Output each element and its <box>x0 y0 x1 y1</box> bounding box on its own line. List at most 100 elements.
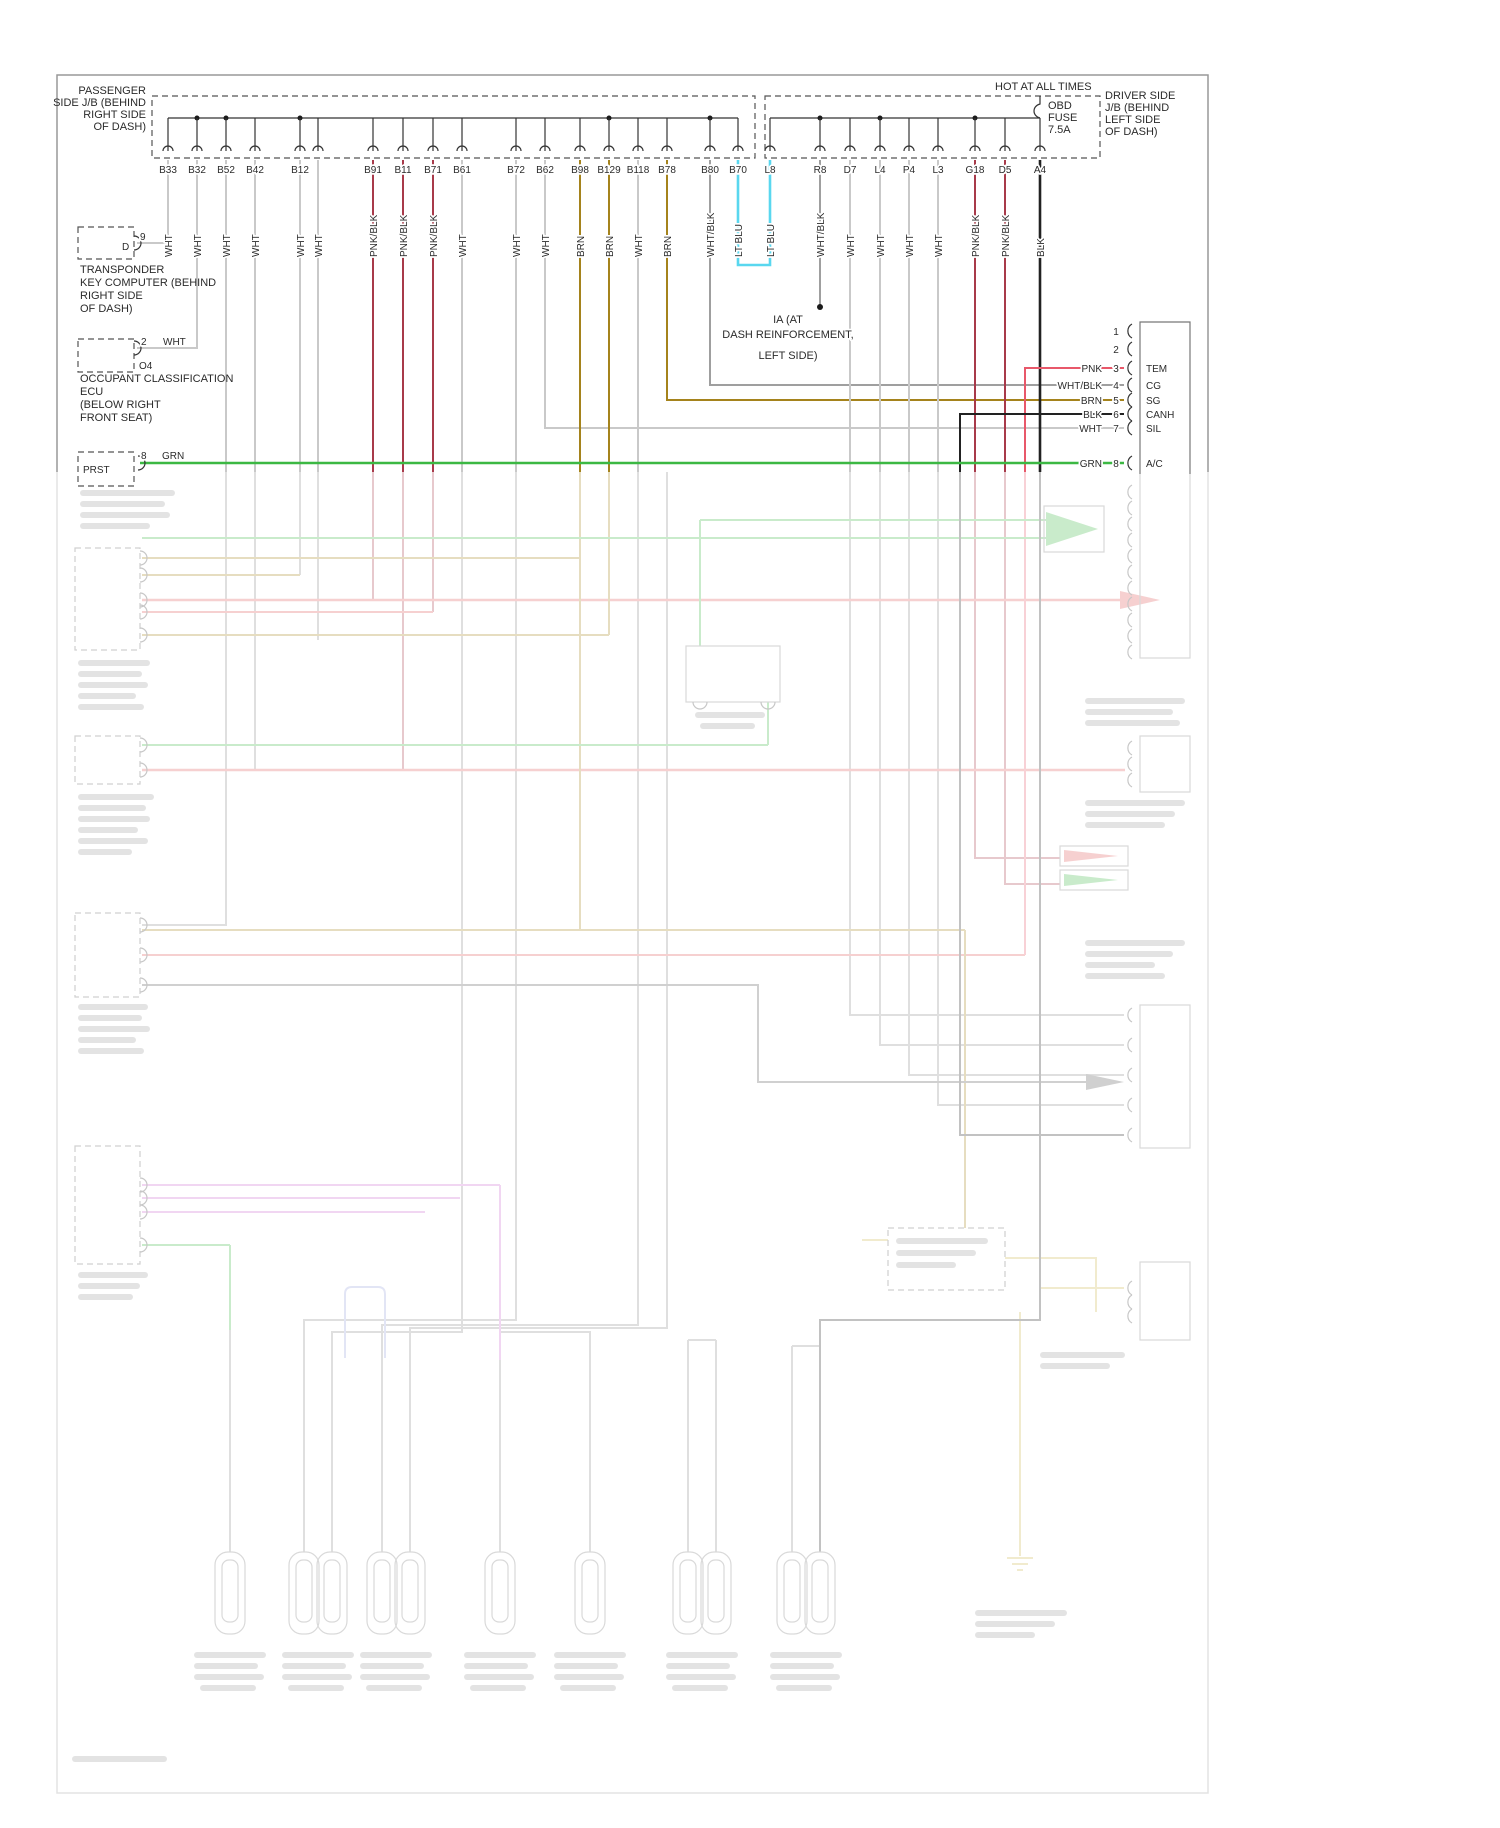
faded-lower-section <box>56 472 1209 1794</box>
occupant-classification-ecu: 2 WHT O4 OCCUPANT CLASSIFICATION ECU (BE… <box>77 335 233 424</box>
fuse-symbol <box>1033 96 1041 119</box>
occupant-ecu-name: (BELOW RIGHT <box>80 399 161 411</box>
jb-pin-label: B78 <box>658 165 676 176</box>
diagram-border-top <box>56 74 1209 472</box>
transponder-key-computer: D 9 TRANSPONDER KEY COMPUTER (BEHIND RIG… <box>77 226 216 315</box>
passenger-jb-box <box>151 95 756 159</box>
dlc3-wire-label: WHT <box>1079 424 1102 435</box>
wire-color-label: WHT/BLK <box>816 212 827 257</box>
bottom-connector <box>214 1551 246 1635</box>
bottom-connector <box>574 1551 606 1635</box>
wire-color-label: PNK/BLK <box>399 214 410 257</box>
bottom-connector <box>700 1551 732 1635</box>
occupant-ecu-box <box>77 338 135 373</box>
transponder-name: OF DASH) <box>80 303 133 315</box>
jb-bus <box>168 96 1041 121</box>
wire-color-label: BRN <box>663 236 674 257</box>
transponder-box <box>77 226 135 260</box>
wire-color-label: WHT <box>634 234 645 257</box>
dlc3-wire-label: GRN <box>1080 459 1102 470</box>
dlc3-wire-label: PNK <box>1081 364 1102 375</box>
passenger-jb-label: SIDE J/B (BEHIND <box>53 97 146 109</box>
jb-pin-label: B62 <box>536 165 554 176</box>
driver-jb-label: LEFT SIDE <box>1105 114 1160 126</box>
prst-box <box>77 451 135 487</box>
bottom-connector <box>672 1551 704 1635</box>
jb-pin-label: B70 <box>729 165 747 176</box>
wire-color-label: WHT <box>296 234 307 257</box>
driver-jb-pins: L8 LT BLU R8 WHT/BLK D7 WHT L4 WHT P4 WHT L3 WHT G18… <box>763 118 1049 259</box>
occupant-ecu-wire-label: WHT <box>163 337 186 348</box>
dlc3-connector: 1 2 3 PNK TEM 4 WHT/BLK CG 5 BRN SG 6 BLK CANH 7 WHT SIL… <box>1056 323 1174 472</box>
ground-ia: IA (AT DASH REINFORCEMENT, LEFT SIDE) <box>721 312 856 364</box>
wire-color-label: WHT <box>193 234 204 257</box>
prst-pin-number: 8 <box>141 451 147 462</box>
bottom-connector <box>288 1551 320 1635</box>
wire-color-label: WHT <box>846 234 857 257</box>
wire-color-label: LT BLU <box>734 224 745 257</box>
wire-color-label: WHT <box>876 234 887 257</box>
fuse-rating: 7.5A <box>1048 124 1071 136</box>
dlc3-terminal-label: CG <box>1146 381 1161 392</box>
passenger-jb-label: PASSENGER <box>78 85 146 97</box>
dlc3-terminal-label: TEM <box>1146 364 1167 375</box>
wire-color-label: WHT <box>541 234 552 257</box>
dlc3-pin-number: 8 <box>1113 459 1119 470</box>
dlc3-pin-number: 2 <box>1113 345 1119 356</box>
jb-pin-label: B129 <box>597 165 621 176</box>
occupant-ecu-name: OCCUPANT CLASSIFICATION <box>80 373 233 385</box>
jb-pin-label: B52 <box>217 165 235 176</box>
jb-pin-label: B61 <box>453 165 471 176</box>
wire-color-label: LT BLU <box>766 224 777 257</box>
jb-pin-label: L4 <box>874 165 886 176</box>
jb-pin-label: L8 <box>764 165 776 176</box>
driver-jb-label: J/B (BEHIND <box>1105 102 1169 114</box>
fuse-label: FUSE <box>1048 112 1077 124</box>
dlc3-pin-number: 3 <box>1113 364 1119 375</box>
occupant-ecu-pin-arc <box>133 340 142 356</box>
bottom-connector <box>316 1551 348 1635</box>
prst-component: PRST 8 GRN <box>77 449 186 487</box>
transponder-pin-number: 9 <box>140 232 146 243</box>
wire-color-label: WHT <box>164 234 175 257</box>
dlc3-wire-label: BLK <box>1083 410 1102 421</box>
bottom-connector <box>366 1551 398 1635</box>
prst-wire-label: GRN <box>162 451 184 462</box>
wire-color-label: BRN <box>605 236 616 257</box>
prst-pin-arc <box>137 455 146 471</box>
dlc3-terminal-label: SG <box>1146 396 1161 407</box>
occupant-ecu-name: FRONT SEAT) <box>80 412 152 424</box>
jb-pin-label: D7 <box>844 165 857 176</box>
header-labels: HOT AT ALL TIMES PASSENGER SIDE J/B (BEH… <box>53 81 1175 138</box>
occupant-ecu-connector-code: O4 <box>139 361 153 372</box>
jb-pin-label: B32 <box>188 165 206 176</box>
jb-pin-label: D5 <box>999 165 1012 176</box>
wire-color-label: PNK/BLK <box>1001 214 1012 257</box>
jb-pin-label: B118 <box>627 165 650 176</box>
transponder-name: RIGHT SIDE <box>80 290 143 302</box>
ground-ia-label: IA (AT <box>773 314 803 326</box>
dlc3-terminal-label: CANH <box>1146 410 1174 421</box>
prst-label: PRST <box>83 465 110 476</box>
wire-color-label: WHT <box>458 234 469 257</box>
wire-color-label: BRN <box>576 236 587 257</box>
bottom-connector <box>394 1551 426 1635</box>
jb-pin-label: B42 <box>246 165 264 176</box>
ground-junction-dot <box>817 304 823 310</box>
jb-pin-label: B91 <box>364 165 382 176</box>
jb-pin-label: A4 <box>1034 165 1047 176</box>
faded-text-blocks <box>72 490 1185 1762</box>
wire-color-label: WHT <box>905 234 916 257</box>
transponder-pin-arc <box>133 235 142 251</box>
jb-pin-label: B71 <box>424 165 442 176</box>
red-connector-arrow <box>1120 591 1160 609</box>
wire-color-label: PNK/BLK <box>971 214 982 257</box>
occupant-ecu-name: ECU <box>80 386 103 398</box>
fuse-label: OBD <box>1048 100 1072 112</box>
ground-ia-label: DASH REINFORCEMENT, <box>722 329 853 341</box>
wires-crisp <box>137 160 1124 472</box>
jb-pin-label: P4 <box>903 165 916 176</box>
dlc3-pin-number: 4 <box>1113 381 1119 392</box>
dlc3-terminal-label: SIL <box>1146 424 1161 435</box>
